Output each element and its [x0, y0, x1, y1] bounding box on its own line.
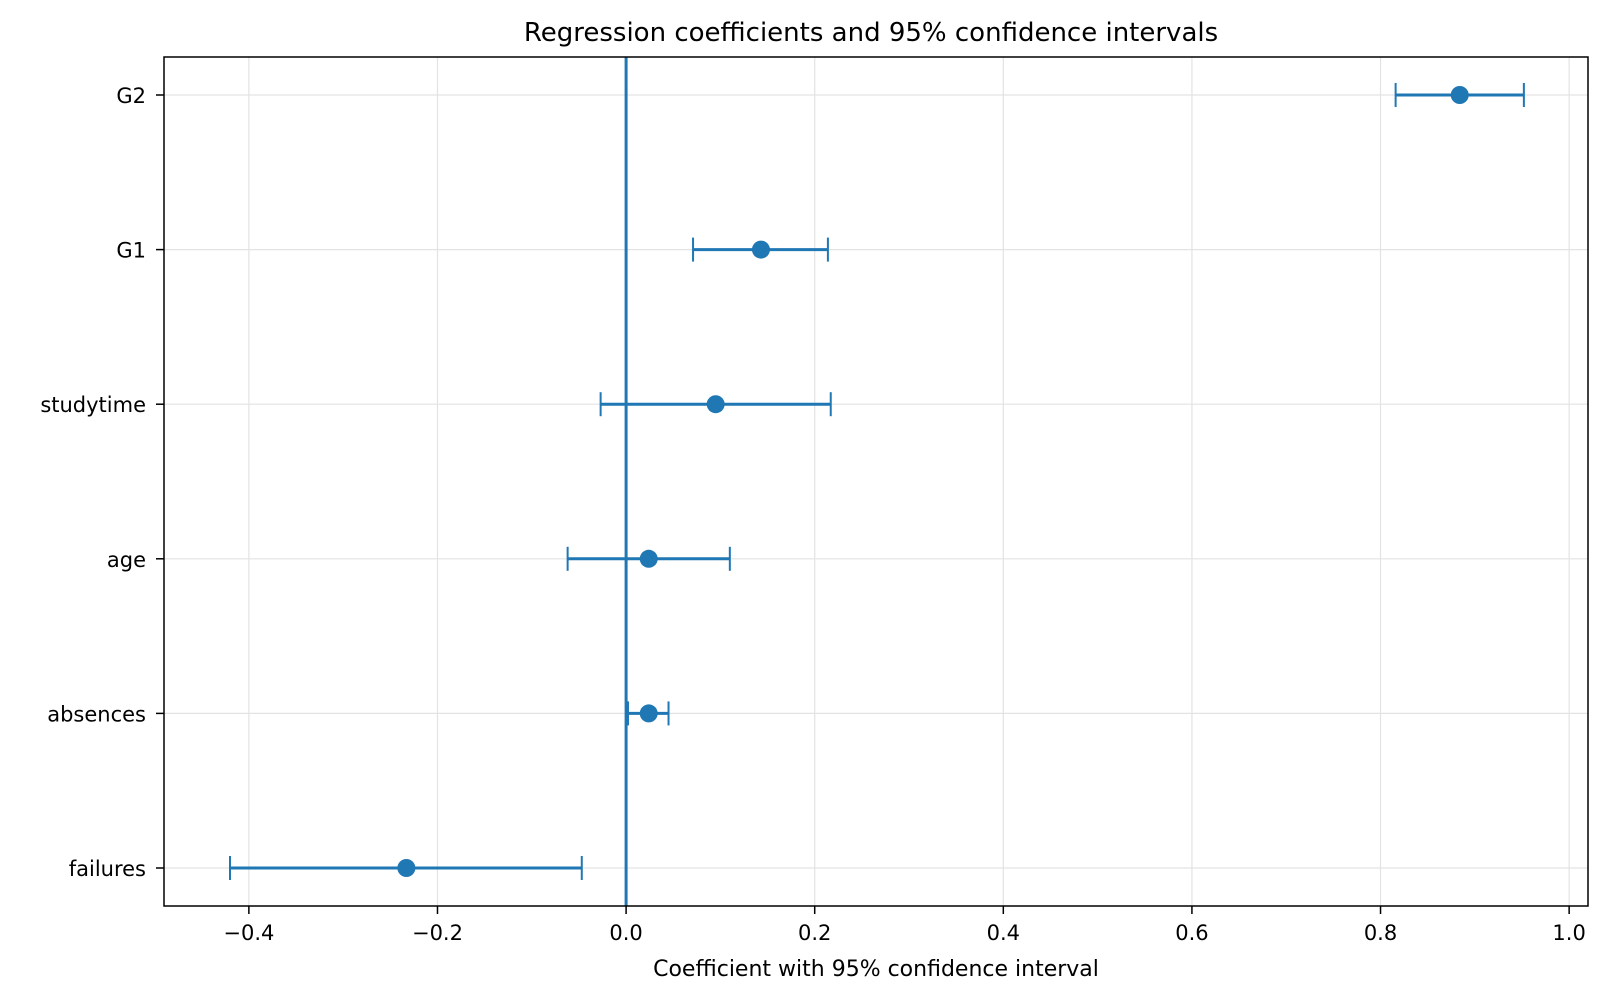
plot-frame — [163, 56, 1589, 907]
grid-lines — [164, 57, 1588, 906]
estimate-point-G1 — [751, 240, 770, 259]
plot-area — [164, 57, 1588, 906]
x-tick-label: 0.4 — [987, 921, 1020, 945]
x-tick-label: −0.4 — [223, 921, 274, 945]
x-tick-label: 0.8 — [1364, 921, 1397, 945]
x-axis-ticks: −0.4 −0.2 0.0 0.2 0.4 0.6 0.8 1.0 — [223, 906, 1586, 945]
errorbar-series — [229, 83, 1525, 880]
x-tick-label: 1.0 — [1552, 921, 1585, 945]
chart-title: Regression coefficients and 95% confiden… — [524, 18, 1218, 48]
y-tick-label: G2 — [116, 84, 146, 108]
estimate-point-G2 — [1450, 86, 1469, 104]
estimate-point-absences — [639, 704, 658, 723]
x-tick-label: 0.2 — [798, 921, 831, 945]
estimate-point-age — [639, 549, 658, 568]
y-axis-ticks: failures absences age studytime G1 G2 — [40, 84, 164, 881]
y-tick-label: age — [107, 548, 146, 572]
estimate-point-failures — [397, 859, 416, 877]
y-tick-label: studytime — [40, 393, 146, 417]
x-tick-label: 0.6 — [1175, 921, 1208, 945]
y-tick-label: failures — [69, 857, 146, 881]
x-axis-label: Coefficient with 95% confidence interval — [653, 957, 1099, 982]
estimate-point-studytime — [706, 395, 725, 414]
x-tick-label: −0.2 — [412, 921, 463, 945]
y-tick-label: absences — [47, 702, 146, 726]
y-tick-label: G1 — [116, 239, 146, 263]
x-tick-label: 0.0 — [609, 921, 642, 945]
